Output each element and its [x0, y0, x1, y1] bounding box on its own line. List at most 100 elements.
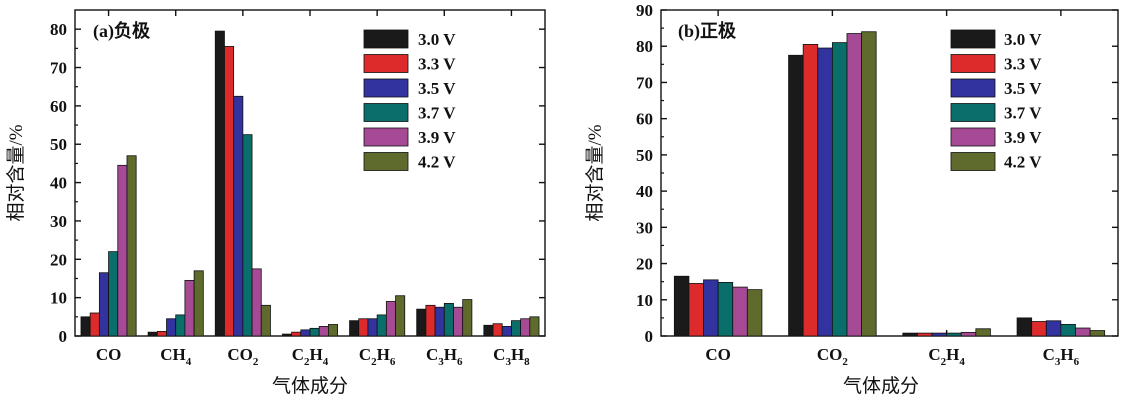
- legend-swatch: [950, 152, 996, 171]
- bar: [309, 327, 320, 337]
- bar: [376, 314, 387, 337]
- category-base: H: [377, 345, 390, 364]
- legend-label: 3.5 V: [418, 79, 456, 98]
- bar: [917, 332, 933, 337]
- bar: [98, 272, 109, 337]
- category-subscript: 4: [323, 356, 329, 368]
- category-base: C: [292, 345, 304, 364]
- y-tick-label: 70: [636, 73, 653, 92]
- y-tick-label: 60: [636, 110, 653, 129]
- y-tick-label: 70: [50, 59, 67, 78]
- y-tick-label: 0: [59, 327, 68, 346]
- legend-label: 4.2 V: [418, 153, 456, 172]
- bar: [166, 318, 177, 337]
- y-axis-label: 相对含量/%: [584, 124, 606, 221]
- bar: [251, 268, 262, 337]
- legend-swatch: [363, 78, 409, 98]
- bar: [817, 47, 833, 337]
- x-tick-label: CO: [705, 345, 731, 364]
- category-subscript: 3: [1055, 356, 1061, 368]
- y-tick-label: 30: [636, 218, 653, 237]
- bar: [1031, 321, 1047, 337]
- y-tick-label: 60: [50, 97, 67, 116]
- category-base: CH: [160, 345, 186, 364]
- bar: [453, 306, 464, 337]
- category-subscript: 6: [390, 356, 396, 368]
- panel-title: (b)正极: [678, 21, 737, 42]
- bar: [358, 318, 369, 337]
- bar: [501, 326, 512, 337]
- category-base: H: [444, 345, 457, 364]
- category-base: C: [928, 345, 940, 364]
- bar: [327, 324, 338, 337]
- bar: [688, 283, 704, 337]
- category-subscript: 2: [842, 356, 848, 368]
- bar: [175, 314, 186, 337]
- bar: [802, 44, 819, 337]
- category-base: H: [511, 345, 524, 364]
- legend-label: 3.3 V: [1004, 55, 1042, 74]
- y-tick-label: 40: [50, 174, 67, 193]
- legend-swatch: [950, 103, 996, 122]
- category-subscript: 3: [505, 356, 511, 368]
- bar: [224, 46, 235, 337]
- bar: [846, 33, 862, 337]
- bar: [89, 312, 100, 337]
- bar: [193, 270, 204, 337]
- bar: [425, 304, 436, 337]
- category-base: H: [310, 345, 323, 364]
- bar: [831, 42, 848, 337]
- y-tick-label: 80: [50, 20, 67, 39]
- legend-label: 3.0 V: [418, 30, 456, 49]
- category-base: CO: [705, 345, 731, 364]
- bar: [1075, 327, 1091, 337]
- y-tick-label: 20: [50, 250, 67, 269]
- category-base: CO: [96, 345, 122, 364]
- x-tick-label: CH4: [160, 345, 192, 368]
- category-base: CO: [817, 345, 843, 364]
- category-subscript: 2: [253, 356, 259, 368]
- category-base: H: [946, 345, 959, 364]
- legend-label: 3.7 V: [1004, 104, 1042, 123]
- category-subscript: 2: [941, 356, 947, 368]
- x-tick-label: C2H4: [928, 345, 965, 368]
- bar: [318, 326, 329, 337]
- x-tick-label: C3H8: [493, 345, 530, 368]
- category-base: CO: [227, 345, 253, 364]
- bar: [349, 320, 360, 337]
- bar: [242, 134, 253, 337]
- legend-swatch: [950, 127, 996, 147]
- legend-swatch: [363, 127, 409, 147]
- bar: [703, 279, 719, 337]
- x-tick-label: C2H4: [292, 345, 329, 368]
- category-base: C: [426, 345, 438, 364]
- x-tick-label: CO: [96, 345, 122, 364]
- y-tick-label: 50: [50, 135, 67, 154]
- bar: [462, 299, 473, 337]
- y-axis-label: 相对含量/%: [5, 124, 27, 221]
- bar: [946, 332, 962, 337]
- bar: [291, 331, 302, 337]
- legend-swatch: [363, 103, 409, 122]
- category-subscript: 8: [524, 356, 530, 368]
- bar: [416, 308, 427, 337]
- legend-swatch: [950, 29, 996, 49]
- legend-label: 3.5 V: [1004, 79, 1042, 98]
- bar: [960, 331, 977, 337]
- legend-swatch: [363, 29, 409, 49]
- bar: [260, 304, 271, 337]
- y-tick-label: 90: [636, 1, 653, 20]
- legend-label: 3.3 V: [418, 55, 456, 74]
- bar: [80, 316, 91, 337]
- bar: [511, 320, 522, 337]
- category-base: H: [1060, 345, 1073, 364]
- y-tick-label: 80: [636, 37, 653, 56]
- bar: [300, 329, 311, 337]
- bar: [861, 31, 877, 337]
- y-tick-label: 10: [50, 289, 67, 308]
- bar: [126, 155, 137, 337]
